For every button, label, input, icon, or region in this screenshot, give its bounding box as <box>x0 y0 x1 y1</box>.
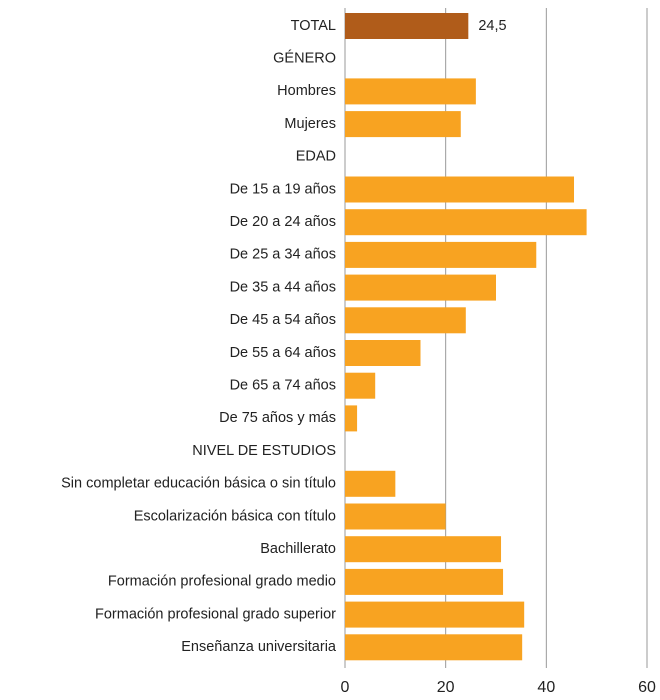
bar <box>345 307 466 334</box>
bar <box>345 536 502 563</box>
bar <box>345 601 525 628</box>
category-label: NIVEL DE ESTUDIOS <box>192 443 336 459</box>
category-label: Enseñanza universitaria <box>181 639 337 655</box>
bar <box>345 176 575 203</box>
category-label: GÉNERO <box>273 50 336 67</box>
value-label: 24,5 <box>478 18 506 34</box>
category-label: Formación profesional grado medio <box>108 574 336 590</box>
bar <box>345 340 421 366</box>
category-label: De 55 a 64 años <box>230 345 336 361</box>
category-label: Formación profesional grado superior <box>95 606 336 622</box>
category-label: TOTAL <box>291 18 336 34</box>
category-label: Mujeres <box>284 116 336 132</box>
category-label: De 20 a 24 años <box>230 214 336 230</box>
bar <box>345 372 376 399</box>
bar <box>345 13 469 39</box>
category-label: Sin completar educación básica o sin tít… <box>61 476 336 492</box>
category-label: Bachillerato <box>260 541 336 557</box>
category-label: De 15 a 19 años <box>230 181 336 197</box>
bar <box>345 503 446 530</box>
bar <box>345 274 496 301</box>
category-label: De 75 años y más <box>219 410 336 426</box>
category-label: Escolarización básica con título <box>134 508 336 524</box>
category-label: EDAD <box>296 149 336 165</box>
bar <box>345 241 537 268</box>
bar <box>345 111 461 138</box>
bar <box>345 634 523 661</box>
bar <box>345 405 358 432</box>
bar <box>345 78 476 105</box>
x-tick-label: 40 <box>537 679 555 696</box>
bar <box>345 568 504 595</box>
x-tick-label: 60 <box>638 679 656 696</box>
category-label: Hombres <box>277 83 336 99</box>
category-label: De 65 a 74 años <box>230 378 336 394</box>
x-tick-label: 20 <box>437 679 455 696</box>
category-label: De 35 a 44 años <box>230 279 336 295</box>
category-label: De 25 a 34 años <box>230 247 336 263</box>
x-tick-label: 0 <box>341 679 350 696</box>
bar <box>345 209 587 236</box>
bar <box>345 470 396 497</box>
category-label: De 45 a 54 años <box>230 312 336 328</box>
